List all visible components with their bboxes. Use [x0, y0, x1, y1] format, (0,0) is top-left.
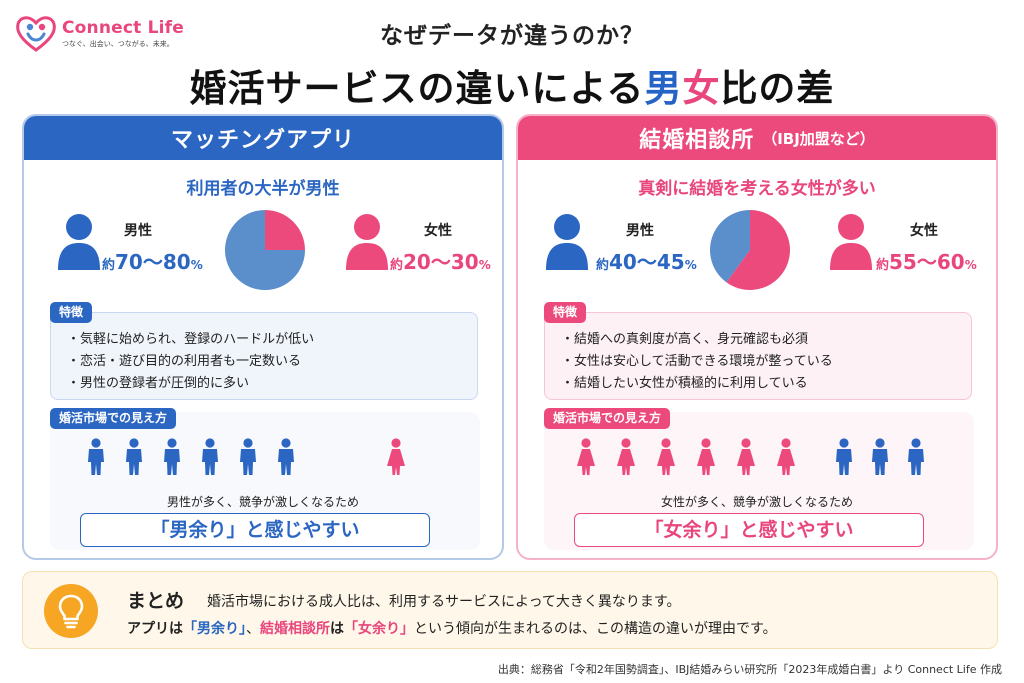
female-percentage: 約20～30%	[390, 246, 491, 275]
male-person-icon	[58, 214, 100, 270]
panel-title-note: （IBJ加盟など）	[762, 129, 875, 148]
gender-ratio-stats: 男性 約40～45% 女性 約55～60%	[518, 204, 996, 294]
feature-item: 女性は安心して活動できる環境が整っている	[561, 351, 971, 373]
market-view-tag: 婚活市場での見え方	[544, 408, 671, 429]
summary-line-1: 婚活市場における成人比は、利用するサービスによって大きく異なります。	[207, 594, 681, 610]
summary-male-surplus: 「男余り」	[183, 621, 246, 637]
male-value: 40～45	[609, 250, 685, 274]
page-header: なぜデータが違うのか？ 婚活サービスの違いによる男女比の差	[0, 16, 1024, 112]
brand-tagline: つなぐ、出会い、つながる、未来。	[62, 39, 174, 48]
panel-subtitle: 利用者の大半が男性	[186, 179, 340, 199]
summary-wa: は	[330, 621, 344, 637]
features-tag: 特徴	[50, 302, 93, 323]
male-percentage: 約70～80%	[102, 246, 203, 275]
pie-slice-female	[726, 210, 790, 290]
features-box: 結婚への真剣度が高く、身元確認も必須 女性は安心して活動できる環境が整っている …	[544, 312, 972, 400]
female-figure-icon	[616, 438, 636, 476]
female-person-icon	[830, 214, 872, 270]
brand-name: Connect Life	[62, 17, 184, 38]
male-figure-icon	[276, 438, 296, 476]
summary-agency: 結婚相談所	[260, 621, 330, 637]
female-value: 20～30	[403, 250, 479, 274]
female-figure-icon	[776, 438, 796, 476]
female-percentage: 約55～60%	[876, 246, 977, 275]
perception-box: 「女余り」と感じやすい	[574, 513, 924, 547]
marriage-agency-panel: 結婚相談所 （IBJ加盟など） 真剣に結婚を考える女性が多い 男性 約40～45%…	[516, 114, 998, 560]
male-prefix: 約	[102, 258, 116, 273]
pie-slice-male	[710, 210, 750, 283]
female-figure-icon	[696, 438, 716, 476]
female-figure-icon	[736, 438, 756, 476]
female-label: 女性	[910, 223, 938, 239]
market-view-note: 男性が多く、競争が激しくなるため	[166, 495, 359, 509]
summary-female-surplus: 「女余り」	[344, 621, 414, 637]
panel-title-text: 結婚相談所	[639, 128, 755, 153]
page-subtitle: なぜデータが違うのか？	[380, 23, 644, 49]
male-unit: %	[684, 258, 697, 272]
summary-app: アプリは	[127, 621, 183, 637]
heart-logo-icon	[16, 16, 56, 52]
page-title: 婚活サービスの違いによる男女比の差	[0, 58, 1024, 112]
male-figure-icon	[86, 438, 106, 476]
male-figure-icon	[834, 438, 854, 476]
male-unit: %	[190, 258, 203, 272]
feature-item: 気軽に始められ、登録のハードルが低い	[67, 329, 477, 351]
title-part1: 婚活サービスの違いによる	[189, 67, 645, 110]
features-tag: 特徴	[544, 302, 587, 323]
female-unit: %	[964, 258, 977, 272]
male-label: 男性	[124, 223, 152, 239]
summary-comma: 、	[246, 621, 260, 637]
male-percentage: 約40～45%	[596, 246, 697, 275]
male-label: 男性	[626, 223, 654, 239]
female-value: 55～60	[889, 250, 965, 274]
market-view-note: 女性が多く、競争が激しくなるため	[660, 495, 853, 509]
market-view-tag: 婚活市場での見え方	[50, 408, 177, 429]
female-label: 女性	[424, 223, 452, 239]
feature-item: 結婚したい女性が積極的に利用している	[561, 373, 971, 395]
female-prefix: 約	[876, 258, 890, 273]
panel-title-text: マッチングアプリ	[170, 128, 355, 153]
male-value: 70～80	[115, 250, 191, 274]
male-figure-icon	[906, 438, 926, 476]
female-figure-icon	[576, 438, 596, 476]
summary-conclusion: という傾向が生まれるのは、この構造の違いが理由です。	[414, 621, 777, 637]
male-figure-icon	[162, 438, 182, 476]
gender-pie-chart	[225, 210, 305, 290]
summary-heading: まとめ	[127, 590, 185, 612]
panel-title: 結婚相談所 （IBJ加盟など）	[518, 116, 996, 160]
female-figure-icon	[386, 438, 406, 476]
feature-item: 恋活・遊び目的の利用者も一定数いる	[67, 351, 477, 373]
male-figure-icon	[200, 438, 220, 476]
features-box: 気軽に始められ、登録のハードルが低い 恋活・遊び目的の利用者も一定数いる 男性の…	[50, 312, 478, 400]
feature-item: 男性の登録者が圧倒的に多い	[67, 373, 477, 395]
title-part2: 比の差	[720, 67, 835, 110]
perception-box: 「男余り」と感じやすい	[80, 513, 430, 547]
pie-slice-female	[265, 210, 305, 250]
male-prefix: 約	[596, 258, 610, 273]
lightbulb-icon	[44, 584, 98, 638]
female-prefix: 約	[390, 258, 404, 273]
panel-title: マッチングアプリ	[24, 116, 502, 160]
panel-subtitle: 真剣に結婚を考える女性が多い	[638, 179, 876, 199]
title-male-char: 男	[644, 67, 683, 110]
gender-ratio-stats: 男性 約70～80% 女性 約20～30%	[24, 204, 502, 294]
gender-pie-chart	[710, 210, 790, 290]
male-person-icon	[546, 214, 588, 270]
male-figure-icon	[124, 438, 144, 476]
female-person-icon	[346, 214, 388, 270]
source-citation: 出典：総務省「令和2年国勢調査」、IBJ結婚みらい研究所「2023年成婚白書」よ…	[497, 663, 1002, 676]
summary-line-2: アプリは「男余り」、結婚相談所は「女余り」という傾向が生まれるのは、この構造の違…	[127, 618, 777, 638]
matching-app-panel: マッチングアプリ 利用者の大半が男性 男性 約70～80% 女性 約20～30%…	[22, 114, 504, 560]
male-figure-icon	[870, 438, 890, 476]
title-female-char: 女	[682, 67, 721, 110]
female-unit: %	[478, 258, 491, 272]
brand-logo: Connect Life つなぐ、出会い、つながる、未来。	[14, 12, 184, 54]
male-figure-icon	[238, 438, 258, 476]
summary-box: まとめ 婚活市場における成人比は、利用するサービスによって大きく異なります。 ア…	[22, 571, 998, 649]
feature-item: 結婚への真剣度が高く、身元確認も必須	[561, 329, 971, 351]
female-figure-icon	[656, 438, 676, 476]
